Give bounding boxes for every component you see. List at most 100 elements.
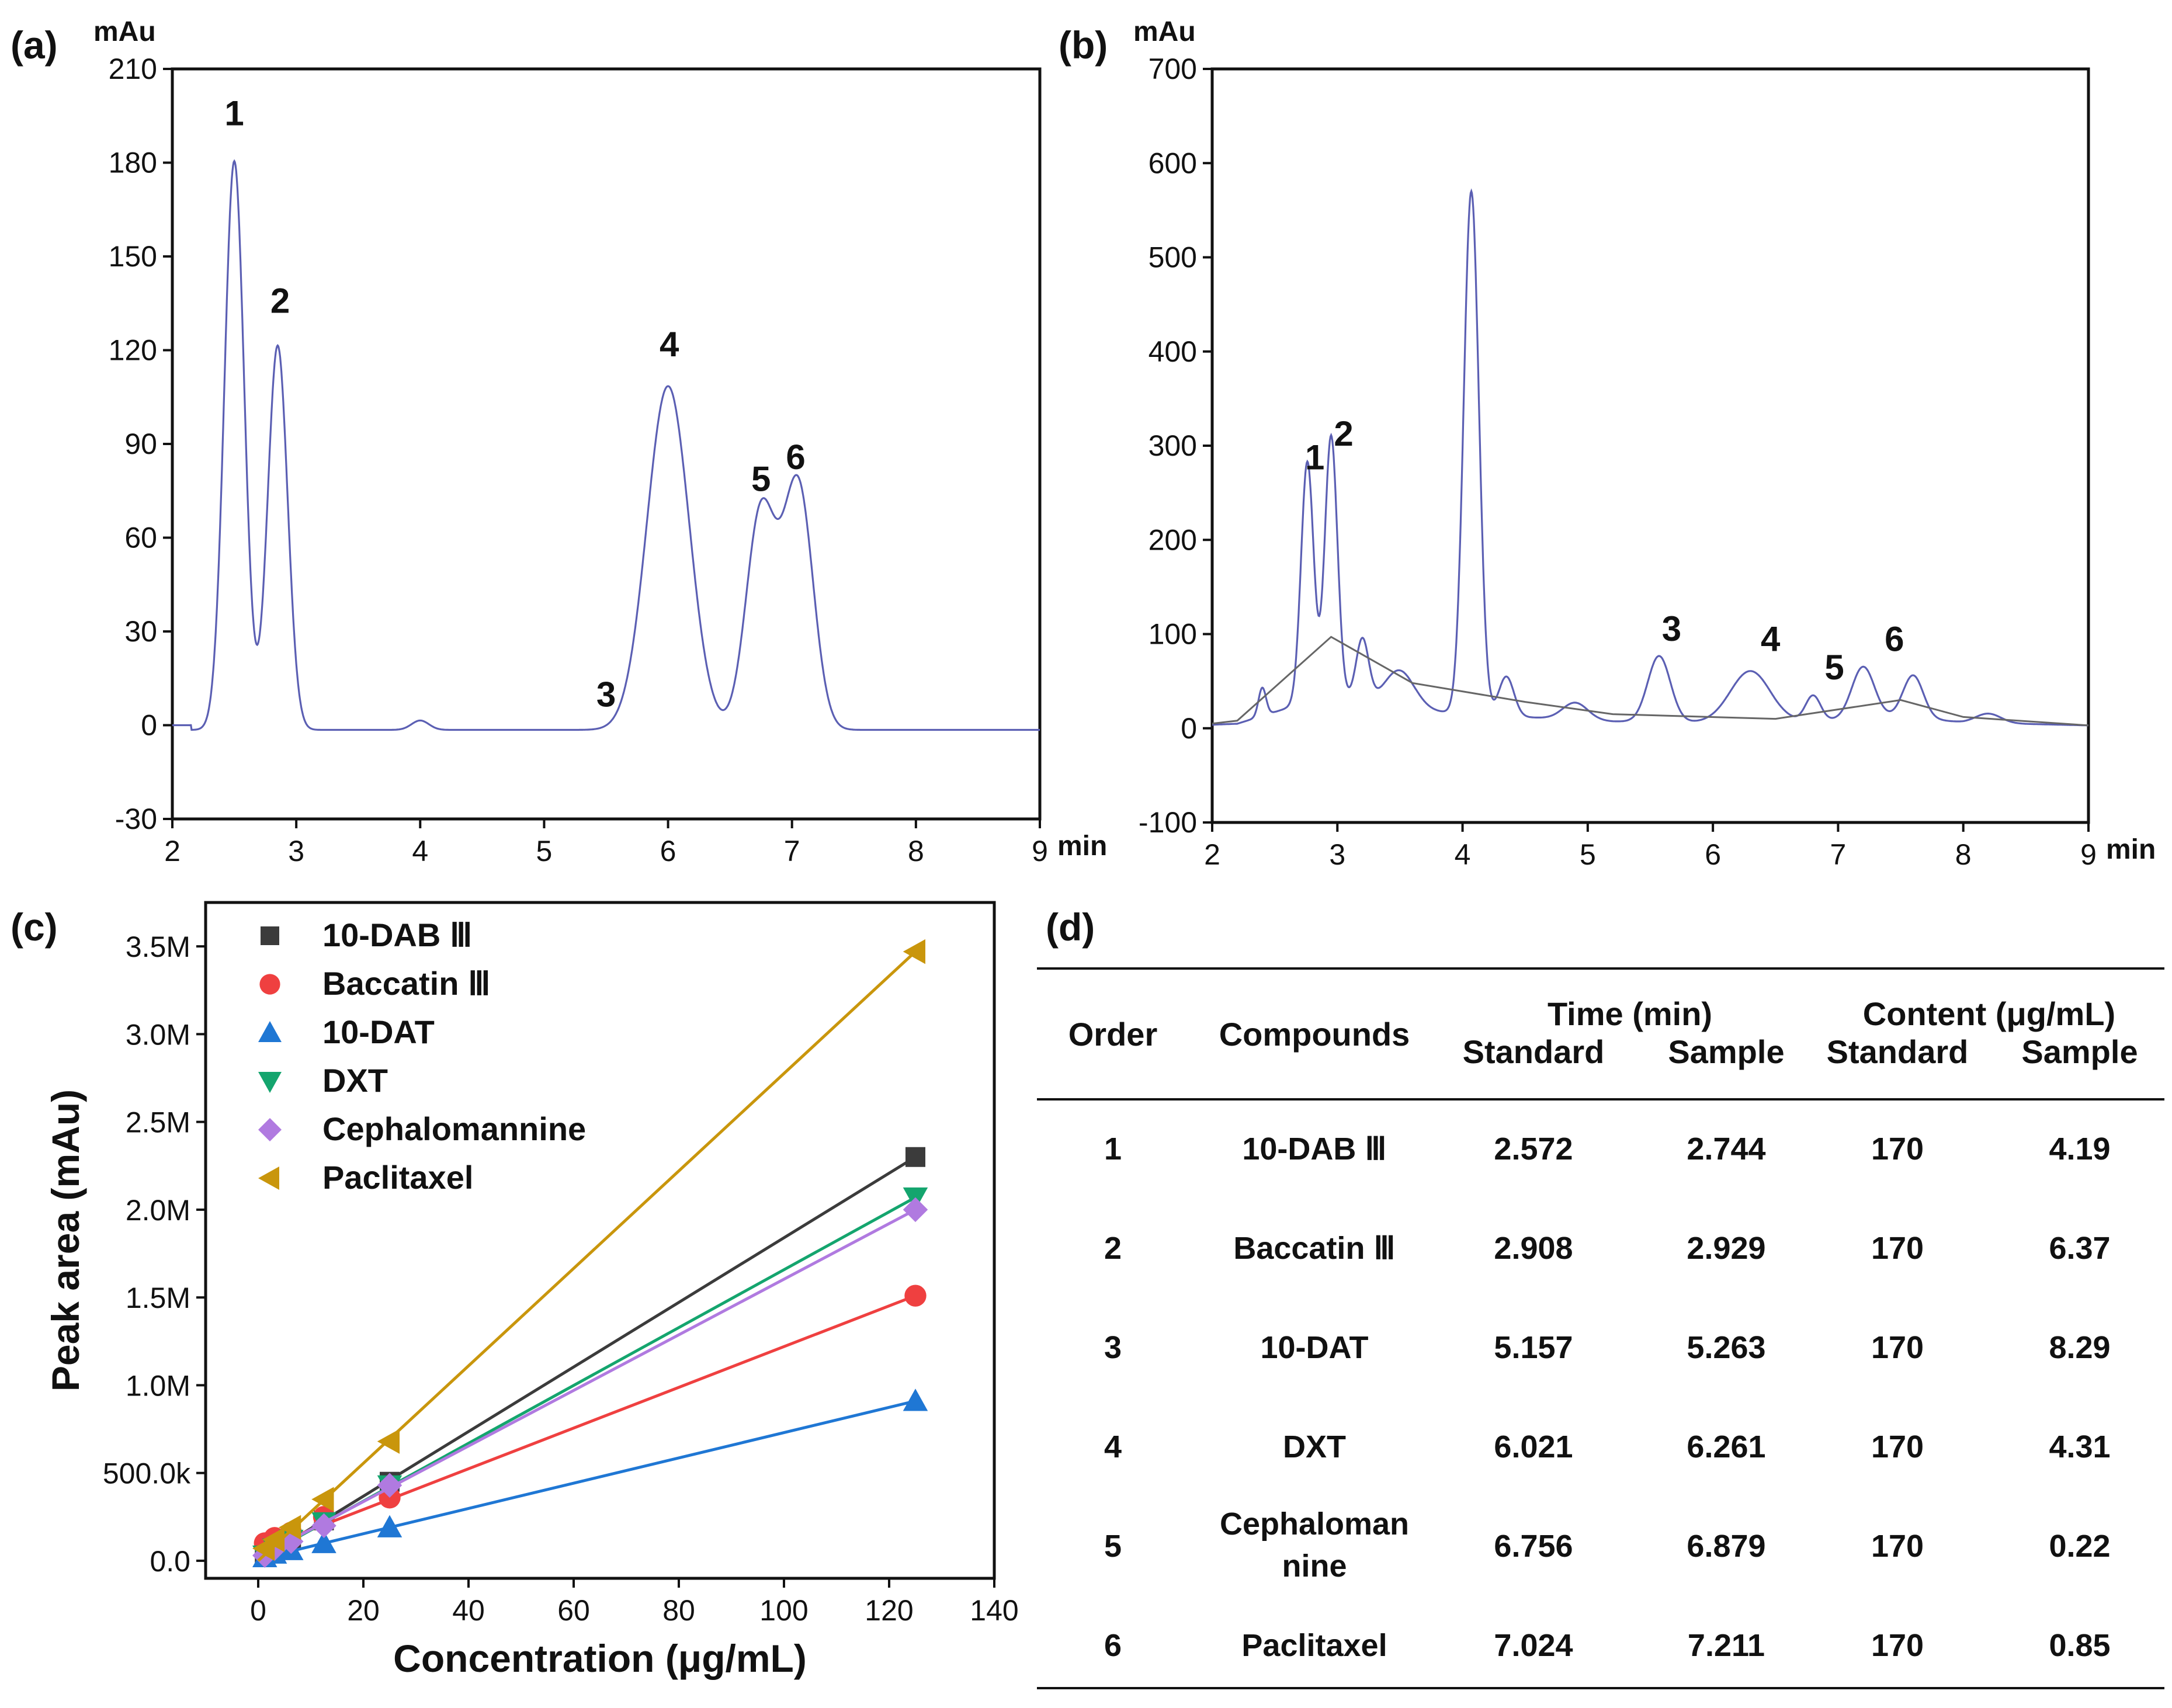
y-tick-label: 60	[124, 522, 157, 554]
x-tick-label: 5	[1580, 838, 1596, 871]
cell-content-sample: 6.37	[2049, 1231, 2110, 1266]
x-tick-label: 6	[660, 835, 676, 867]
data-point	[311, 1487, 334, 1512]
peak-label: 3	[1662, 609, 1681, 648]
y-tick-label: 500.0k	[103, 1457, 191, 1490]
header-time-standard: Standard	[1463, 1033, 1605, 1070]
series-1	[254, 1285, 927, 1554]
y-tick-label: 100	[1149, 618, 1197, 651]
data-point	[377, 1473, 403, 1498]
cell-content-sample: 0.22	[2049, 1529, 2110, 1564]
y-tick-label: 120	[109, 334, 157, 367]
cell-time-standard: 6.756	[1494, 1529, 1573, 1564]
peak-label: 2	[1334, 414, 1353, 453]
peak-label: 4	[660, 325, 679, 364]
peak-label: 1	[1305, 438, 1324, 477]
table-row: 5 Cephaloman nine 6.756 6.879 170 0.22	[1104, 1506, 2111, 1584]
x-tick-label: 5	[536, 835, 553, 867]
cell-content-standard: 170	[1871, 1131, 1924, 1167]
legend-entry: Cephalomannine	[322, 1110, 586, 1147]
x-unit-label: min	[2106, 834, 2156, 865]
cell-time-standard: 7.024	[1494, 1628, 1573, 1663]
cell-time-sample: 2.744	[1687, 1131, 1765, 1167]
cell-compound: DXT	[1283, 1429, 1346, 1464]
x-tick-label: 60	[557, 1594, 590, 1627]
table-row: 6 Paclitaxel 7.024 7.211 170 0.85	[1104, 1628, 2111, 1663]
x-tick-label: 2	[164, 835, 181, 867]
x-tick-label: 3	[288, 835, 304, 867]
x-tick-label: 9	[2080, 838, 2097, 871]
y-tick-label: 2.0M	[126, 1194, 190, 1227]
header-time-sample: Sample	[1668, 1033, 1784, 1070]
y-tick-label: 200	[1149, 523, 1197, 556]
y-tick-label: 700	[1149, 53, 1197, 85]
cell-compound: Paclitaxel	[1241, 1628, 1387, 1663]
cell-content-standard: 170	[1871, 1628, 1924, 1663]
x-tick-label: 7	[1830, 838, 1847, 871]
cell-compound: Cephaloman	[1220, 1506, 1409, 1542]
y-tick-label: 90	[124, 428, 157, 460]
cell-time-standard: 2.572	[1494, 1131, 1573, 1167]
x-tick-label: 40	[452, 1594, 485, 1627]
cell-content-sample: 4.31	[2049, 1429, 2110, 1464]
x-axis-title: Concentration (μg/mL)	[393, 1637, 807, 1680]
data-point	[259, 974, 280, 995]
cell-compound: 10-DAB Ⅲ	[1242, 1131, 1386, 1167]
data-point	[262, 1527, 285, 1553]
header-content: Content (μg/mL)	[1863, 995, 2115, 1032]
y-tick-label: 1.5M	[126, 1282, 190, 1314]
header-content-standard: Standard	[1827, 1033, 1969, 1070]
y-tick-label: 210	[109, 53, 157, 85]
y-unit-label: mAu	[1133, 16, 1196, 47]
cell-content-sample: 8.29	[2049, 1330, 2110, 1365]
panel-label-b: (b)	[1059, 23, 1108, 67]
series-5	[252, 939, 925, 1562]
fit-line	[257, 950, 917, 1562]
table-row: 1 10-DAB Ⅲ 2.572 2.744 170 4.19	[1104, 1131, 2111, 1167]
y-tick-label: 30	[124, 615, 157, 648]
chromatogram-trace	[172, 159, 1040, 731]
x-tick-label: 80	[662, 1594, 695, 1627]
cell-content-sample: 0.85	[2049, 1628, 2110, 1663]
table-row: 2 Baccatin Ⅲ 2.908 2.929 170 6.37	[1104, 1231, 2111, 1266]
x-tick-label: 2	[1204, 838, 1220, 871]
data-point	[279, 1515, 301, 1540]
cell-order: 1	[1104, 1131, 1122, 1167]
y-unit-label: mAu	[93, 16, 156, 47]
cell-order: 6	[1104, 1628, 1122, 1663]
data-point	[311, 1530, 336, 1553]
chromatogram-trace	[1212, 188, 2088, 727]
y-tick-label: 0	[141, 709, 157, 742]
cell-time-sample: 6.261	[1687, 1429, 1765, 1464]
fit-line	[257, 1208, 917, 1559]
legend: 10-DAB Ⅲ Baccatin Ⅲ 10-DAT DXT Cephalomannin…	[258, 917, 586, 1196]
y-tick-label: 3.0M	[126, 1018, 190, 1051]
calibration-chart: 0.0 500.0k 1.0M 1.5M 2.0M 2.5M 3.0M 3.5M 0 20 40 60…	[44, 901, 1019, 1680]
data-point	[261, 926, 279, 945]
cell-content-standard: 170	[1871, 1231, 1924, 1266]
cell-order: 3	[1104, 1330, 1122, 1365]
peak-label: 1	[224, 93, 244, 133]
peak-label: 5	[751, 459, 771, 498]
x-tick-label: 4	[412, 835, 428, 867]
cell-content-standard: 170	[1871, 1330, 1924, 1365]
y-tick-label: 3.5M	[126, 931, 190, 963]
header-order: Order	[1068, 1016, 1158, 1053]
y-tick-label: 0	[1181, 712, 1197, 745]
legend-entry: 10-DAB Ⅲ	[322, 917, 472, 953]
data-point	[377, 1515, 403, 1537]
fit-line	[258, 1400, 916, 1561]
peak-label: 4	[1761, 620, 1781, 659]
cell-time-sample: 5.263	[1687, 1330, 1765, 1365]
y-tick-label: 300	[1149, 429, 1197, 462]
cell-order: 2	[1104, 1231, 1122, 1266]
integration-baseline	[1212, 636, 2089, 727]
cell-time-standard: 5.157	[1494, 1330, 1573, 1365]
y-tick-label: -30	[115, 803, 157, 835]
data-point	[311, 1513, 336, 1539]
cell-content-sample: 4.19	[2049, 1131, 2110, 1167]
data-point	[377, 1429, 400, 1454]
legend-entry: DXT	[322, 1062, 388, 1099]
header-time: Time (min)	[1548, 995, 1712, 1032]
